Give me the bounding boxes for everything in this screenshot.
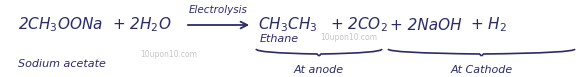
Text: 2CH$_3$OONa: 2CH$_3$OONa [18,16,103,34]
Text: + 2NaOH: + 2NaOH [390,17,462,32]
Text: 10upon10.com: 10upon10.com [320,33,377,42]
Text: Sodium acetate: Sodium acetate [18,59,106,69]
Text: Electrolysis: Electrolysis [189,5,248,15]
Text: + H$_2$: + H$_2$ [470,16,507,34]
Text: 10upon10.com: 10upon10.com [140,50,197,59]
Text: + 2H$_2$O: + 2H$_2$O [112,16,172,34]
Text: CH$_3$CH$_3$: CH$_3$CH$_3$ [258,16,318,34]
Text: + 2CO$_2$: + 2CO$_2$ [330,16,388,34]
Text: At Cathode: At Cathode [451,65,513,75]
Text: Ethane: Ethane [260,34,299,44]
Text: At anode: At anode [294,65,344,75]
